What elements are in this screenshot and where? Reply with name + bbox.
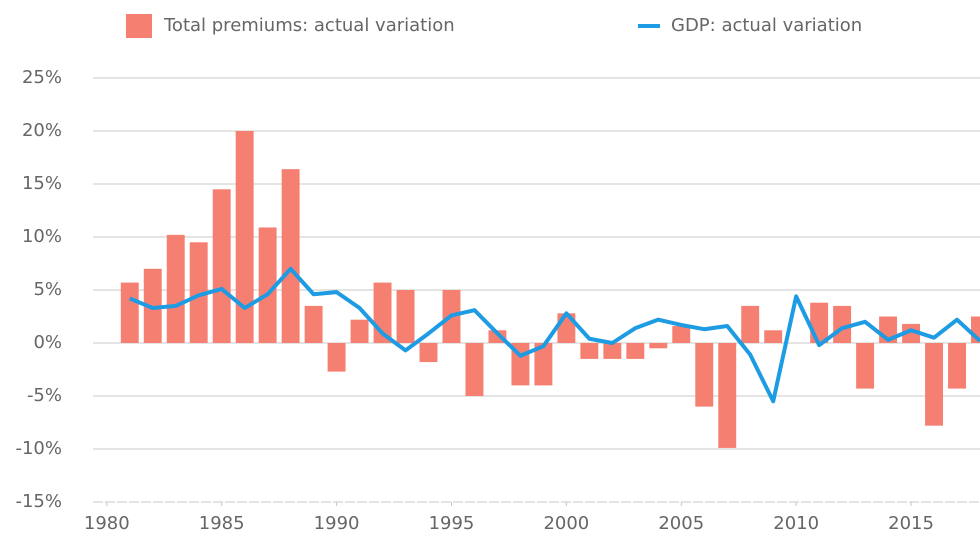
bar [281,169,300,343]
y-tick-label: 5% [33,279,62,300]
legend-swatch [126,14,152,38]
bar [718,343,737,448]
x-tick-label: 2000 [543,513,589,534]
bar [626,343,645,359]
y-tick-label: 0% [33,332,62,353]
y-tick-label: -5% [27,385,62,406]
bar [396,290,415,343]
bar [902,323,921,343]
axes: -15% -10% -5% 0% 5% 10% 15% 20% 25% 1980 1985 1990 1… [15,67,933,534]
bar [534,343,553,386]
bar [465,343,484,396]
bar [948,343,966,389]
bar [419,343,438,363]
x-tick-label: 2015 [888,513,934,534]
bar [695,343,714,407]
legend-label: GDP: actual variation [671,15,862,36]
legend: Total premiums: actual variation GDP: act… [126,14,862,38]
bar [672,326,691,343]
bar [327,343,346,372]
bar [120,282,139,343]
bar [741,305,760,343]
x-tick-label: 2010 [773,513,819,534]
x-tick-label: 1995 [429,513,475,534]
bar [603,343,622,359]
bar [189,242,208,343]
y-tick-label: -10% [15,438,62,459]
line [129,266,980,404]
bar [856,343,875,389]
y-tick-label: 20% [22,120,62,141]
x-tick-label: 2005 [658,513,704,534]
bar [166,234,185,343]
bar [649,343,668,349]
bar [350,319,369,343]
x-tick-label: 1990 [314,513,360,534]
bar [971,316,980,343]
bar [810,302,829,343]
y-tick-label: 10% [22,226,62,247]
bar [212,189,231,343]
bar [304,305,323,343]
bar [925,343,944,426]
bar [258,227,277,343]
x-tick-label: 1985 [199,513,245,534]
y-tick-label: -15% [15,491,62,512]
x-tick-label: 1980 [84,513,130,534]
legend-label: Total premiums: actual variation [163,15,455,36]
plot-area [120,131,980,448]
y-tick-label: 15% [22,173,62,194]
y-tick-label: 25% [22,67,62,88]
bar [764,330,783,343]
bar [580,343,599,359]
bar [235,131,254,343]
